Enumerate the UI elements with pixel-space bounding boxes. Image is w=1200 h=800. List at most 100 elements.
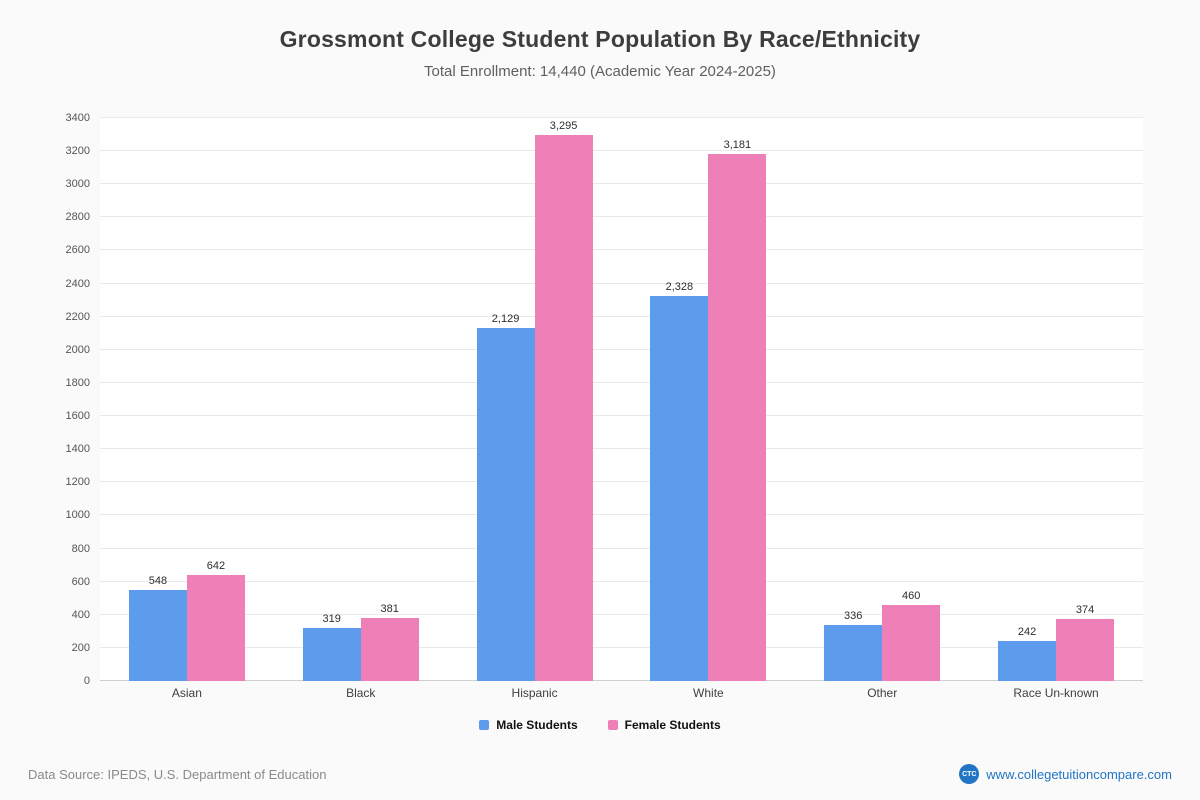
bar-asian-male-students[interactable] — [128, 590, 187, 681]
y-tick-label: 1400 — [65, 443, 90, 456]
bar-column-white-female-students: 3,181 — [708, 118, 767, 681]
y-tick-label: 2600 — [65, 244, 90, 257]
legend-marker-icon — [607, 720, 618, 730]
gridline — [100, 613, 1143, 615]
legend-label: Male Students — [496, 718, 578, 732]
bar-value-label: 3,295 — [549, 120, 578, 133]
y-tick-label: 3000 — [65, 178, 90, 191]
bar-value-label: 242 — [1017, 625, 1037, 638]
legend-label: Female Students — [624, 718, 721, 732]
gridline — [100, 580, 1143, 582]
chart-header: Grossmont College Student Population By … — [0, 26, 1200, 80]
y-tick-label: 3400 — [65, 112, 90, 124]
bar-value-label: 336 — [844, 610, 863, 623]
gridline — [100, 282, 1143, 284]
y-tick-label: 1200 — [65, 476, 90, 489]
y-tick-label: 0 — [83, 675, 90, 687]
bar-value-label: 2,129 — [491, 313, 520, 326]
gridline — [100, 481, 1143, 483]
legend-marker-icon — [479, 720, 490, 730]
bar-white-female-students[interactable] — [708, 154, 767, 681]
gridline — [100, 216, 1143, 218]
bar-chart: 0 200 400 600 800 1000 1200 1400 1600 1800 2000 220… — [38, 112, 1143, 687]
bar-column-black-male-students: 319 — [302, 118, 361, 681]
gridline — [100, 150, 1143, 152]
website-link[interactable]: www.collegetuitioncompare.com — [986, 766, 1172, 782]
plot-area: 548 642 319 381 2,129 3,295 2,328 3,181 336 460 24… — [100, 117, 1143, 681]
gridline — [100, 646, 1143, 648]
bar-column-asian-male-students: 548 — [128, 118, 187, 681]
bar-column-black-female-students: 381 — [360, 118, 419, 681]
bar-race-un-known-male-students[interactable] — [998, 640, 1057, 681]
gridline — [100, 315, 1143, 317]
bar-value-label: 460 — [902, 589, 921, 602]
gridline — [100, 547, 1143, 549]
gridline — [100, 448, 1143, 450]
bar-other-female-students[interactable] — [882, 604, 941, 681]
ctc-logo-icon: CTC — [959, 764, 980, 784]
bar-column-hispanic-male-students: 2,129 — [476, 118, 535, 681]
bar-asian-female-students[interactable] — [186, 574, 245, 681]
bar-value-label: 374 — [1075, 604, 1095, 617]
footer-branding: CTC www.collegetuitioncompare.com — [959, 764, 1172, 784]
gridline — [100, 249, 1143, 251]
y-tick-label: 1600 — [65, 410, 90, 423]
legend-item-male-students[interactable]: Male Students — [479, 718, 578, 732]
bar-group-race-un-known: 242 374 — [969, 118, 1143, 681]
x-axis-label-race-un-known: Race Un-known — [1013, 686, 1099, 700]
bar-other-male-students[interactable] — [824, 625, 883, 681]
y-tick-label: 2200 — [65, 310, 90, 323]
bar-column-other-male-students: 336 — [824, 118, 883, 681]
bar-value-label: 2,328 — [665, 280, 694, 293]
x-axis-label-white: White — [693, 686, 724, 700]
bar-group-asian: 548 642 — [100, 118, 274, 681]
bar-black-female-students[interactable] — [360, 617, 419, 681]
y-tick-label: 400 — [71, 608, 90, 621]
y-tick-label: 2000 — [65, 343, 90, 356]
y-tick-label: 1800 — [65, 376, 90, 389]
legend: Male Students Female Students — [0, 718, 1200, 732]
chart-title: Grossmont College Student Population By … — [279, 26, 921, 52]
gridline — [100, 183, 1143, 185]
x-axis-label-hispanic: Hispanic — [511, 686, 558, 700]
y-tick-label: 600 — [71, 575, 90, 588]
y-tick-label: 3200 — [65, 145, 90, 158]
gridline — [100, 381, 1143, 383]
gridline — [100, 117, 1143, 118]
bar-white-male-students[interactable] — [650, 295, 709, 681]
grid-layer — [100, 117, 1143, 681]
bar-hispanic-male-students[interactable] — [476, 328, 535, 681]
bar-column-race-un-known-male-students: 242 — [998, 118, 1057, 681]
x-axis-label-other: Other — [867, 686, 898, 700]
y-tick-label: 2400 — [65, 277, 90, 290]
gridline — [100, 680, 1143, 681]
bar-column-asian-female-students: 642 — [186, 118, 245, 681]
gridline — [100, 514, 1143, 516]
data-source-text: Data Source: IPEDS, U.S. Department of E… — [28, 766, 327, 782]
y-tick-label: 800 — [71, 542, 90, 555]
bar-group-black: 319 381 — [274, 118, 448, 681]
bar-hispanic-female-students[interactable] — [534, 135, 593, 681]
x-axis-label-asian: Asian — [171, 686, 202, 700]
gridline — [100, 348, 1143, 350]
bar-group-hispanic: 2,129 3,295 — [448, 118, 622, 681]
bar-column-white-male-students: 2,328 — [650, 118, 709, 681]
bar-group-white: 2,328 3,181 — [621, 118, 795, 681]
bar-column-hispanic-female-students: 3,295 — [534, 118, 593, 681]
y-tick-label: 1000 — [65, 509, 90, 522]
y-axis: 0 200 400 600 800 1000 1200 1400 1600 1800 2000 220… — [38, 112, 100, 687]
bar-column-other-female-students: 460 — [882, 118, 941, 681]
bar-race-un-known-female-students[interactable] — [1056, 619, 1115, 681]
gridline — [100, 415, 1143, 417]
x-axis-label-black: Black — [346, 686, 376, 700]
bar-value-label: 381 — [380, 602, 399, 615]
bars-layer: 548 642 319 381 2,129 3,295 2,328 3,181 336 460 24… — [100, 118, 1143, 681]
chart-subtitle: Total Enrollment: 14,440 (Academic Year … — [424, 63, 776, 80]
y-tick-label: 200 — [71, 641, 90, 654]
bar-column-race-un-known-female-students: 374 — [1056, 118, 1115, 681]
bar-black-male-students[interactable] — [302, 628, 361, 681]
bar-value-label: 548 — [148, 575, 168, 588]
legend-item-female-students[interactable]: Female Students — [607, 718, 721, 732]
footer: Data Source: IPEDS, U.S. Department of E… — [28, 764, 1172, 784]
